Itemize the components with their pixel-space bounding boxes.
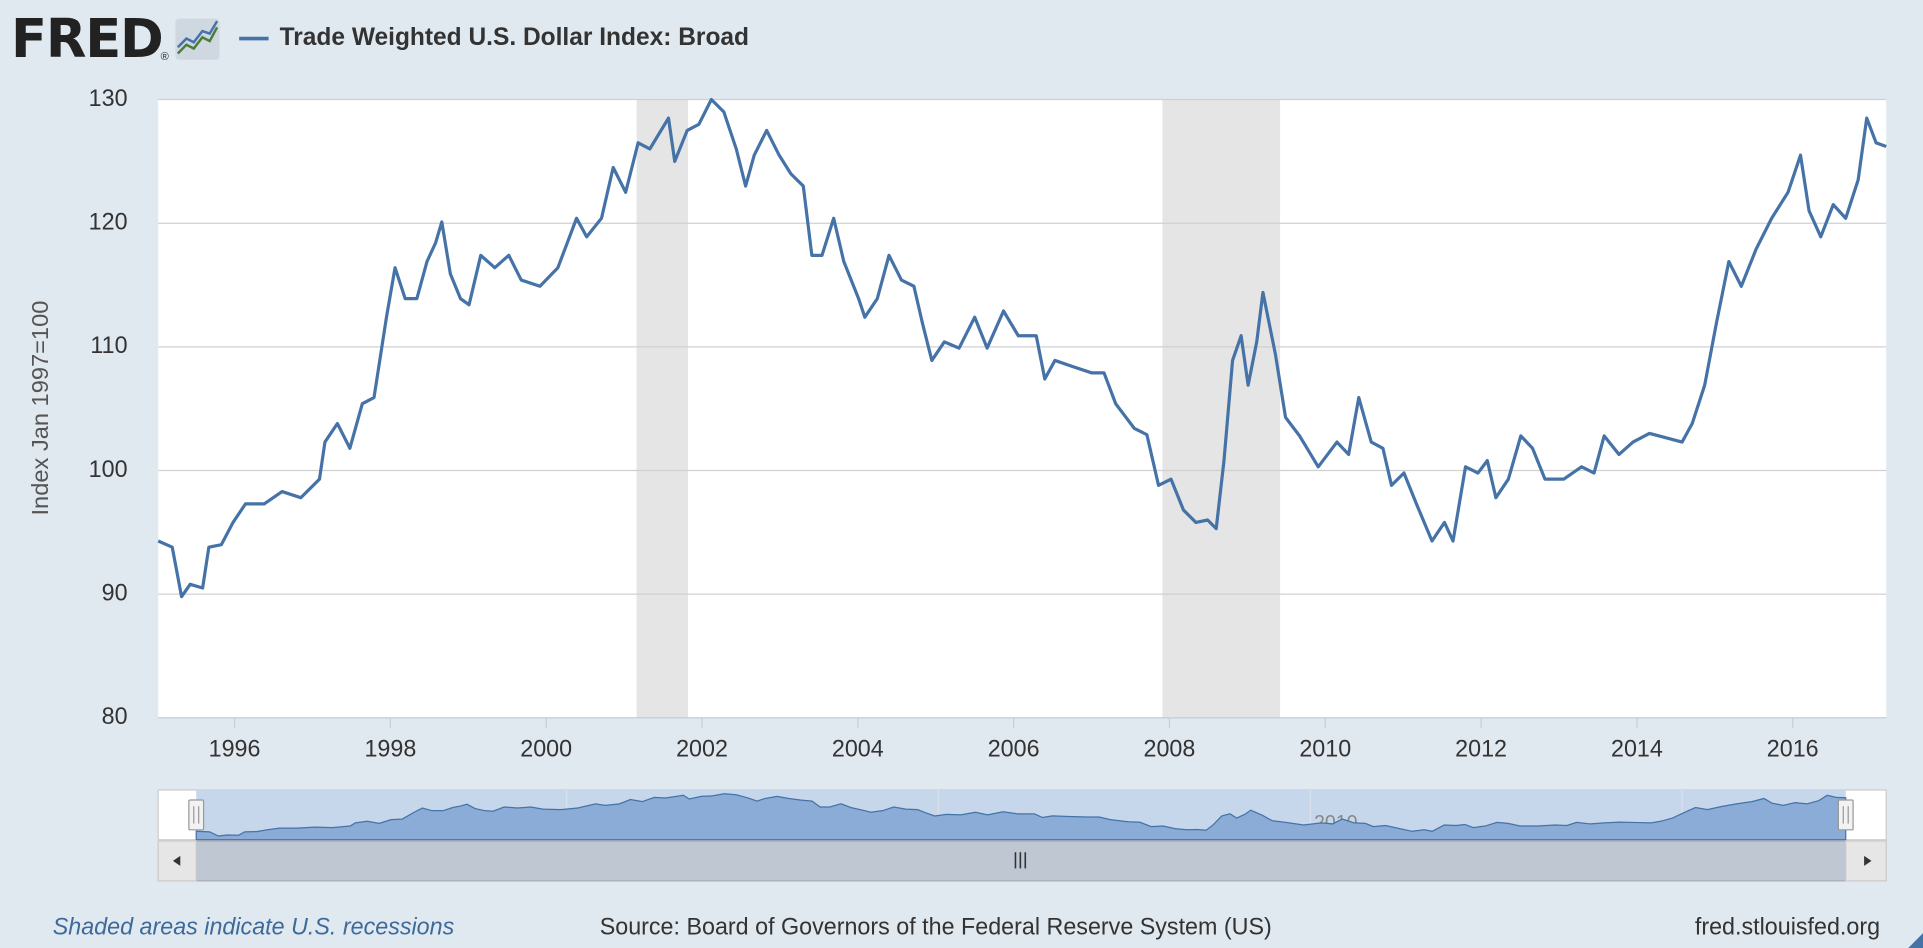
y-tick-label: 100 bbox=[89, 456, 128, 482]
plot-area bbox=[158, 99, 1887, 718]
y-tick-label: 90 bbox=[102, 579, 128, 605]
logo-icon-line bbox=[176, 26, 219, 55]
logo-icon-line bbox=[176, 20, 219, 49]
recession-shade bbox=[636, 99, 688, 718]
x-tick-label: 2014 bbox=[1611, 735, 1663, 761]
x-tick-label: 2012 bbox=[1455, 735, 1507, 761]
recession-shade bbox=[1162, 99, 1281, 718]
scrollbar-left-arrow bbox=[172, 855, 181, 866]
y-tick-label: 110 bbox=[90, 332, 127, 358]
scrollbar-right-arrow bbox=[1864, 855, 1872, 866]
x-tick-label: 2006 bbox=[988, 735, 1040, 761]
x-tick-label: 2004 bbox=[832, 735, 884, 761]
x-tick-label: 1998 bbox=[364, 735, 416, 761]
y-axis-label: Index Jan 1997=100 bbox=[27, 301, 53, 516]
y-tick-label: 80 bbox=[102, 703, 128, 729]
x-tick-label: 2010 bbox=[1299, 735, 1351, 761]
scrollbar-thumb bbox=[195, 840, 1847, 882]
navigator-area bbox=[195, 793, 1847, 841]
corner-mark bbox=[1908, 933, 1923, 948]
y-tick-label: 130 bbox=[89, 85, 128, 111]
data-line bbox=[157, 97, 1887, 599]
source: Source: Board of Governors of the Federa… bbox=[600, 913, 1272, 939]
source-url: fred.stlouisfed.org bbox=[1695, 913, 1880, 939]
navigator-handle bbox=[1837, 799, 1854, 831]
logo: FRED bbox=[11, 8, 163, 70]
navigator-handle bbox=[188, 799, 205, 831]
x-tick-label: 2016 bbox=[1767, 735, 1819, 761]
legend-label: Trade Weighted U.S. Dollar Index: Broad bbox=[280, 24, 749, 51]
x-tick-label: 1996 bbox=[209, 735, 261, 761]
logo-registered: ® bbox=[161, 51, 170, 63]
y-tick-label: 120 bbox=[89, 208, 128, 234]
recession-note: Shaded areas indicate U.S. recessions bbox=[53, 913, 455, 939]
x-tick-label: 2002 bbox=[676, 735, 728, 761]
x-tick-label: 2000 bbox=[520, 735, 572, 761]
logo-icon bbox=[175, 18, 220, 60]
x-tick-label: 2008 bbox=[1144, 735, 1196, 761]
